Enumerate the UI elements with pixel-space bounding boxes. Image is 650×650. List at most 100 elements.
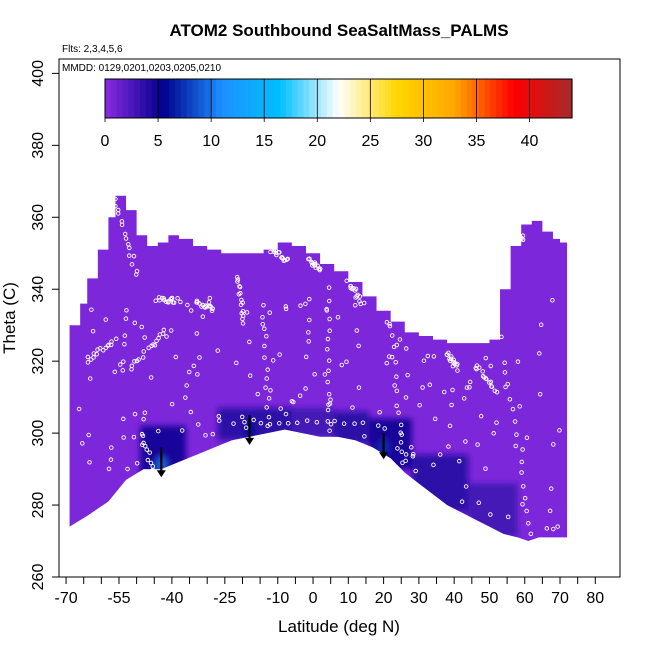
sample-point — [325, 336, 331, 342]
sample-point — [326, 358, 332, 363]
colorbar-swatch — [501, 79, 509, 118]
sample-point — [393, 360, 398, 365]
colorbar-swatch — [303, 79, 310, 118]
sample-point — [510, 406, 516, 412]
sample-point — [307, 296, 312, 302]
sample-point — [242, 419, 247, 425]
colorbar-swatch — [274, 79, 281, 118]
sample-point — [484, 376, 489, 382]
sample-point — [446, 444, 451, 449]
sample-point — [352, 288, 358, 293]
colorbar-swatch — [204, 79, 211, 118]
sample-point — [265, 423, 270, 429]
x-tick-label: 40 — [445, 590, 463, 607]
sample-point — [522, 495, 528, 501]
colorbar-tick-label: 10 — [202, 133, 220, 150]
sample-point — [551, 442, 556, 447]
colorbar-swatch — [531, 79, 538, 118]
sample-point — [142, 443, 148, 449]
sample-point — [377, 409, 382, 415]
y-tick-label: 260 — [30, 564, 47, 591]
sample-point — [389, 333, 395, 338]
colorbar-swatch — [332, 79, 340, 118]
sample-point — [502, 360, 507, 365]
colorbar-tick-label: 25 — [361, 133, 379, 150]
x-axis-label: Latitude (deg N) — [278, 617, 400, 636]
sample-point — [325, 407, 331, 413]
sample-point — [209, 308, 215, 314]
colorbar-swatch — [169, 79, 176, 118]
sample-point — [326, 368, 331, 373]
x-tick-label: -25 — [213, 590, 236, 607]
mmdd-label: MMDD: 0129,0201,0203,0205,0210 — [62, 63, 221, 74]
sample-point — [263, 385, 268, 390]
sample-point — [548, 486, 554, 491]
sample-point — [432, 416, 438, 422]
colorbar-swatch — [221, 79, 229, 118]
sample-point — [186, 369, 192, 375]
colorbar-swatch — [536, 79, 544, 118]
x-tick-label: 20 — [375, 590, 393, 607]
sample-point — [384, 320, 390, 325]
sample-point — [136, 357, 141, 362]
x-tick-label: -40 — [160, 590, 183, 607]
sample-point — [339, 362, 345, 368]
colorbar-swatch — [245, 79, 252, 118]
x-tick-label: -55 — [107, 590, 130, 607]
plot-frame — [58, 58, 621, 578]
sample-point — [86, 432, 91, 438]
sample-point — [376, 423, 381, 428]
colorbar-swatch — [151, 79, 159, 118]
sample-point — [463, 439, 468, 444]
sample-point — [516, 230, 522, 235]
sample-point — [352, 303, 358, 308]
sample-point — [235, 277, 241, 282]
sample-point — [132, 411, 138, 417]
sample-point — [410, 452, 416, 457]
sample-point — [327, 316, 332, 322]
sample-point — [217, 418, 222, 423]
x-tick-label: 60 — [516, 590, 534, 607]
y-tick-label: 280 — [30, 492, 47, 519]
sample-point — [124, 308, 129, 313]
sample-point — [515, 359, 521, 364]
sample-point — [132, 320, 138, 326]
sample-point — [464, 385, 470, 390]
sample-point — [119, 222, 125, 228]
sample-point — [97, 346, 103, 351]
sample-point — [100, 348, 106, 353]
colorbar-swatch — [297, 79, 305, 118]
y-tick-label: 320 — [30, 348, 47, 375]
sample-point — [421, 358, 427, 363]
sample-point — [261, 302, 266, 308]
sample-point — [234, 274, 240, 280]
sample-point — [258, 420, 264, 426]
sample-point — [145, 457, 151, 463]
colorbar-swatch — [507, 79, 515, 118]
sample-point — [210, 431, 216, 437]
colorbar-swatch — [268, 79, 275, 118]
sample-point — [131, 434, 137, 440]
sample-point — [91, 351, 97, 356]
arrow-head — [156, 470, 166, 478]
sample-point — [121, 359, 126, 364]
sample-point — [108, 457, 114, 462]
colorbar-swatch — [385, 79, 392, 118]
colorbar-tick-label: 40 — [521, 133, 539, 150]
sample-point — [267, 434, 273, 439]
sample-point — [126, 253, 132, 258]
chart-title: ATOM2 Southbound SeaSaltMass_PALMS — [169, 21, 508, 40]
sample-point — [148, 375, 154, 380]
x-tick-label: 70 — [551, 590, 569, 607]
sample-point — [356, 385, 362, 390]
sample-point — [327, 428, 332, 433]
colorbar-swatch — [105, 79, 112, 118]
sample-point — [394, 403, 399, 409]
x-tick-label: 0 — [309, 590, 318, 607]
sample-point — [134, 461, 140, 466]
sample-point — [528, 531, 534, 537]
heatmap-cell — [334, 411, 370, 444]
sample-point — [387, 323, 393, 329]
sample-point — [461, 396, 467, 401]
sample-point — [520, 237, 526, 243]
